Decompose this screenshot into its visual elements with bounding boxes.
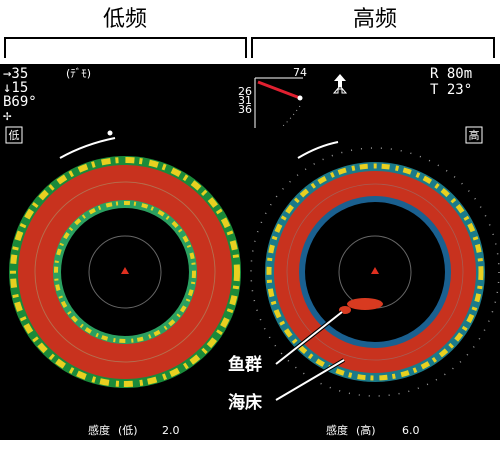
- range-left: →35: [3, 66, 28, 82]
- gauge-label: 26: [238, 85, 252, 98]
- brackets: [4, 37, 495, 58]
- panel-tag: 高: [469, 128, 480, 142]
- tag-box: [465, 126, 483, 144]
- gauge-label: 36: [238, 103, 252, 116]
- sensitivity-mode: (低): [118, 424, 138, 437]
- north-arrow: [334, 74, 346, 87]
- gauge-max: 74: [293, 66, 307, 79]
- panel-tag: 低: [9, 129, 20, 142]
- gauge-label: 31: [238, 94, 252, 107]
- temperature: T 23°: [430, 82, 472, 98]
- sensitivity-label: 感度: [326, 423, 348, 437]
- header-left: 低频: [103, 7, 147, 32]
- range-right: R 80m: [430, 66, 472, 82]
- heading-arrow: [332, 85, 348, 94]
- sensitivity-value: 6.0: [402, 424, 420, 437]
- tag-box: [5, 126, 23, 144]
- sensitivity-value: 2.0: [162, 424, 180, 437]
- gauge: 74 26 31 36: [238, 66, 307, 128]
- mode: (ﾃﾞﾓ): [66, 67, 91, 80]
- annotation-seabed: 海床: [228, 392, 263, 413]
- depth: ↓15: [3, 80, 28, 96]
- cursor-icon: ✢: [3, 108, 12, 124]
- sensitivity-label: 感度: [88, 423, 110, 437]
- left-sonar: [9, 130, 241, 388]
- sensitivity-mode: (高): [356, 423, 376, 437]
- annotation-lines: [275, 311, 345, 401]
- bearing: B69°: [3, 94, 37, 110]
- annotation-fish: 鱼群: [228, 354, 262, 375]
- header-right: 高频: [353, 7, 397, 32]
- right-sonar: [250, 141, 500, 397]
